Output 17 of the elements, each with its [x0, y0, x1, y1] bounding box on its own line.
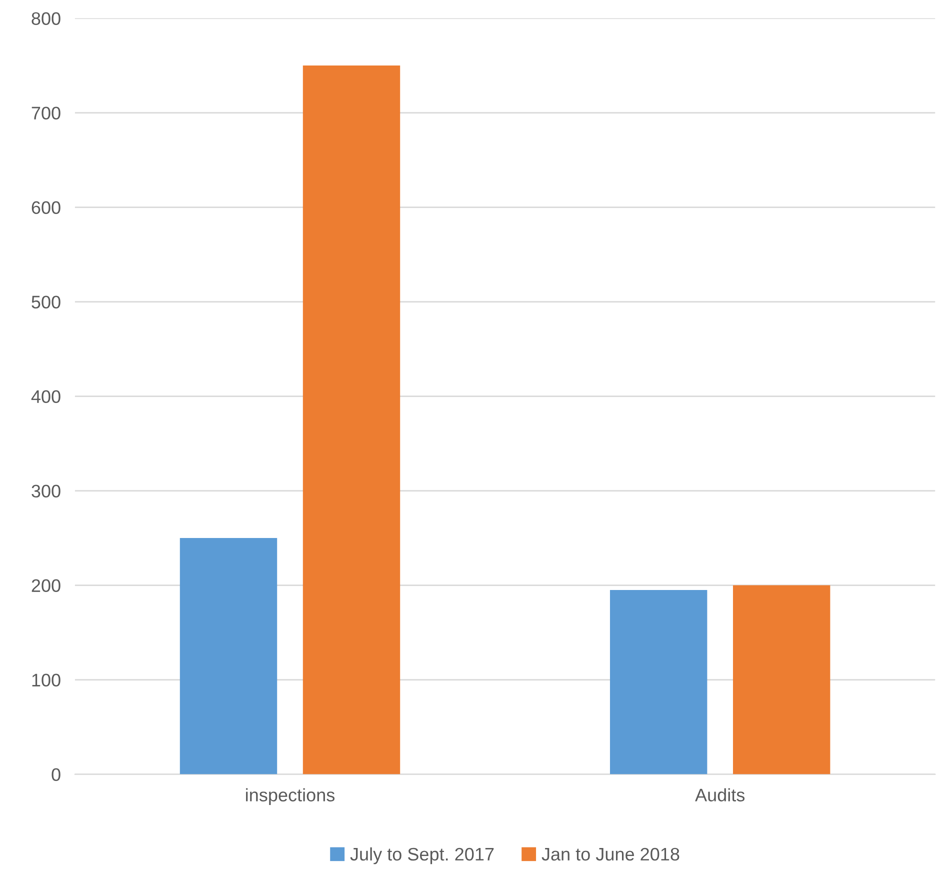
y-tick-label: 400 [31, 390, 60, 404]
bar [302, 66, 400, 774]
x-tick-label: inspections [246, 788, 335, 806]
legend-label: Jan to June 2018 [542, 848, 680, 861]
y-tick-label: 800 [32, 12, 60, 25]
y-tick-label: 100 [32, 674, 60, 687]
bar [732, 585, 830, 774]
legend-label: July to Sept. 2017 [350, 847, 494, 864]
y-tick-label: 0 [52, 768, 60, 782]
bar [180, 538, 278, 774]
y-tick-label: 700 [32, 106, 60, 120]
bar [610, 590, 708, 774]
y-tick-label: 600 [32, 201, 60, 214]
y-tick-label: 500 [32, 296, 60, 308]
y-tick-label: 200 [32, 579, 60, 592]
x-tick-label: Audits [695, 788, 745, 802]
y-tick-label: 300 [32, 484, 60, 498]
